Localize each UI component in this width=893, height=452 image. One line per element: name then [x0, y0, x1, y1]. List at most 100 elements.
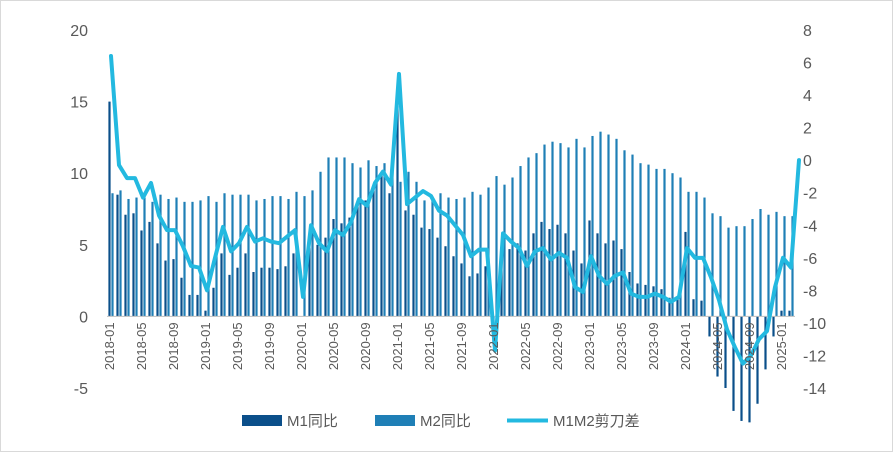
- m1-bar: [188, 294, 191, 317]
- x-tick-label: 2022-01: [486, 322, 501, 370]
- x-tick-label: 2018-09: [166, 322, 181, 370]
- m1-bar: [156, 243, 159, 317]
- left-tick-label: 15: [70, 95, 88, 112]
- m2-bar: [743, 226, 746, 317]
- right-tick-label: 8: [803, 23, 812, 40]
- m2-bar: [191, 201, 194, 317]
- m1-bar: [452, 256, 455, 317]
- m1-bar: [396, 105, 399, 317]
- x-tick-label: 2020-09: [358, 322, 373, 370]
- m2-bar: [631, 154, 634, 317]
- m1-bar: [460, 263, 463, 317]
- m1-bar: [340, 223, 343, 317]
- m2-bar: [151, 201, 154, 317]
- m1-bar: [228, 274, 231, 317]
- m2-bar: [175, 197, 178, 317]
- m1-bar: [476, 273, 479, 317]
- m2-bar: [551, 141, 554, 317]
- m2-bar: [183, 201, 186, 317]
- m1-bar: [764, 316, 767, 370]
- m1-bar: [212, 287, 215, 317]
- m2-bar: [511, 177, 514, 317]
- m2-bar: [463, 197, 466, 317]
- m1-bar: [172, 259, 175, 317]
- m2-bar: [495, 176, 498, 317]
- m2-bar: [519, 166, 522, 317]
- x-axis-ticks: 2018-01 2018-05 2018-09 2019-01 2019-05 2019-…: [102, 322, 789, 370]
- right-tick-label: 2: [803, 121, 812, 138]
- x-tick-label: 2021-09: [454, 322, 469, 370]
- x-tick-label: 2020-05: [326, 322, 341, 370]
- m1-bar: [148, 221, 151, 317]
- m1-bar: [372, 186, 375, 317]
- right-tick-label: -10: [803, 316, 826, 333]
- m2-bar: [343, 157, 346, 317]
- m1-bar: [316, 244, 319, 317]
- m2-bar: [503, 184, 506, 317]
- m2-bar: [135, 197, 138, 317]
- m2-bar: [335, 157, 338, 317]
- m2-bar: [119, 190, 122, 317]
- m1-bar: [388, 193, 391, 317]
- m2-bar: [383, 163, 386, 317]
- right-tick-label: 0: [803, 153, 812, 170]
- m1-bar: [220, 253, 223, 317]
- m2-bar: [775, 211, 778, 317]
- m1-bar: [532, 233, 535, 317]
- m2-bar: [567, 147, 570, 317]
- m2-bar: [583, 147, 586, 317]
- m1-bar: [132, 213, 135, 317]
- m2-bar: [615, 138, 618, 317]
- m1-bar: [276, 269, 279, 317]
- m2-bar: [527, 157, 530, 317]
- legend: M1同比 M2同比 M1M2剪刀差: [242, 413, 640, 430]
- m1-bar: [284, 266, 287, 317]
- m1-bar: [252, 272, 255, 317]
- spread-line: [109, 54, 801, 366]
- m1-bar: [268, 267, 271, 317]
- m2-bar: [287, 198, 290, 317]
- m2-bar: [327, 157, 330, 317]
- x-tick-label: 2020-01: [294, 322, 309, 370]
- m1-bar: [516, 243, 519, 317]
- m2-bar: [399, 181, 402, 317]
- m1-bar: [292, 253, 295, 317]
- m2-bar: [599, 131, 602, 317]
- m2-bar: [375, 166, 378, 317]
- legend-label-m2: M2同比: [420, 413, 471, 430]
- m1-bar: [644, 284, 647, 317]
- m1-bar: [116, 194, 119, 317]
- m2-bar: [415, 181, 418, 317]
- m2-bar: [647, 164, 650, 317]
- x-tick-label: 2023-05: [614, 322, 629, 370]
- x-tick-label: 2024-09: [742, 322, 757, 370]
- m2-bar: [367, 160, 370, 317]
- m1-bar: [436, 237, 439, 317]
- m1-bar: [260, 267, 263, 317]
- x-tick-label: 2024-01: [678, 322, 693, 370]
- m2-bar: [255, 200, 258, 317]
- m1-bar: [420, 227, 423, 317]
- legend-label-spread: M1M2剪刀差: [553, 413, 640, 430]
- m1-bar: [748, 316, 751, 423]
- m2-bars: [111, 131, 794, 317]
- m1-bar: [660, 289, 663, 317]
- m1-bars: [108, 101, 791, 423]
- m1-bar: [444, 246, 447, 317]
- m2-bar: [271, 196, 274, 317]
- m2-bar: [751, 219, 754, 317]
- m1-bar: [564, 233, 567, 317]
- m2-bar: [303, 196, 306, 317]
- m1-bar: [692, 299, 695, 317]
- x-tick-label: 2024-05: [710, 322, 725, 370]
- m1-bar: [780, 310, 783, 317]
- m2-bar: [663, 168, 666, 317]
- m1-bar: [772, 316, 775, 337]
- m1-bar: [732, 316, 735, 411]
- left-tick-label: -5: [74, 381, 88, 398]
- m2-bar: [623, 150, 626, 317]
- right-tick-label: -4: [803, 218, 817, 235]
- m2-bar: [351, 163, 354, 317]
- m1-bar: [196, 294, 199, 317]
- m2-bar: [655, 168, 658, 317]
